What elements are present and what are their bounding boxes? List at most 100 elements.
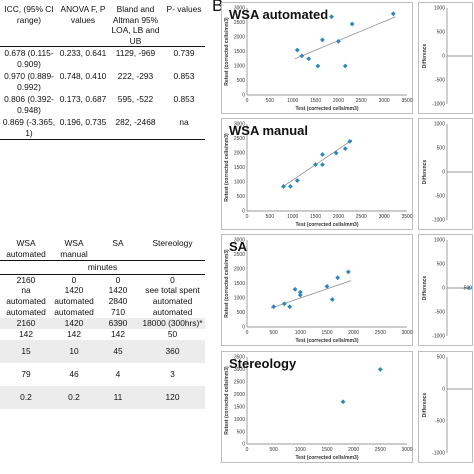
data-point <box>377 367 383 372</box>
diff-tick-label: 0 <box>442 286 445 292</box>
diff-tick-label: 1000 <box>434 6 445 12</box>
x-tick-label: 500 <box>269 330 278 336</box>
scatter-plot-svg: 0 500 1000 1500 2000 2500 3000 0 500 1000 1500 2000… <box>221 118 413 230</box>
header-sa: SA <box>96 238 140 261</box>
table-row: 0.869 (-3.365, 1) 0.196, 0.735 282, -246… <box>0 116 205 140</box>
diff-tick-label: 1000 <box>434 122 445 128</box>
data-point <box>306 56 312 62</box>
x-tick-label: 1500 <box>310 98 321 104</box>
y-tick-label: 1500 <box>234 165 245 171</box>
diff-axis-label: Difference <box>422 44 428 69</box>
chart-title: SA <box>229 239 248 254</box>
y-tick-label: 2000 <box>234 35 245 41</box>
x-tick-label: 1000 <box>287 214 298 220</box>
table-cell: 142 <box>111 329 125 339</box>
x-tick-label: 1000 <box>295 330 306 336</box>
diff-tick-label: -1000 <box>432 334 445 340</box>
x-tick-label: 2000 <box>333 98 344 104</box>
diff-tick-label: -1000 <box>432 218 445 224</box>
y-tick-label: 1000 <box>234 64 245 70</box>
table-cell: 0.970 (0.889-0.992) <box>4 71 54 92</box>
x-axis-label: Test (corrected cells/mm3) <box>296 338 359 344</box>
table-cell: 1420 <box>52 318 96 329</box>
data-point <box>333 150 339 156</box>
table-cell: 46 <box>69 369 79 380</box>
difference-chart-2: 1000 500 0 -500 -1000 Difference <box>418 118 473 230</box>
data-point <box>320 152 325 157</box>
data-point <box>349 21 355 27</box>
x-tick-label: 3500 <box>401 214 412 220</box>
table-cell: automated <box>54 307 94 317</box>
chart-title: Stereology <box>229 356 297 371</box>
data-point <box>315 63 321 69</box>
y-tick-label: 2500 <box>234 20 245 26</box>
x-tick-label: 3000 <box>401 447 412 453</box>
diff-tick-label: 500 <box>437 30 446 36</box>
y-tick-label: 1000 <box>234 296 245 302</box>
data-point <box>390 11 396 17</box>
table-cell: 1129, -969 <box>115 48 156 58</box>
x-tick-label: 500 <box>266 214 275 220</box>
table-cell: 0 <box>115 274 121 285</box>
y-tick-label: 3000 <box>234 238 245 244</box>
data-point <box>294 178 300 183</box>
data-point <box>347 139 353 144</box>
diff-axis-label: Difference <box>422 276 428 301</box>
data-point <box>335 275 341 281</box>
table-cell: 0.739 <box>173 48 195 58</box>
table-row: 2160 1420 6390 18000 (300hrs)* <box>0 318 205 329</box>
table-cell: 10 <box>52 340 96 363</box>
x-tick-label: 2000 <box>333 214 344 220</box>
diff-tick-label: 0 <box>442 387 445 393</box>
diff-tick-label: 0 <box>442 54 445 60</box>
table-row: 0.678 (0.115-0.909) 0.233, 0.641 1129, -… <box>0 47 205 71</box>
table-cell: 0 <box>170 274 175 285</box>
x-tick-label: 2500 <box>375 447 386 453</box>
table-cell: 0.196, 0.735 <box>58 116 108 140</box>
diff-axis-label: Difference <box>422 160 428 185</box>
scatter-plot-svg: 0 500 1000 1500 2000 2500 3000 3500 0 500 1000 1500… <box>221 351 413 463</box>
header-stereology: Stereology <box>140 238 205 261</box>
table-cell: 0.853 <box>173 71 195 81</box>
data-point <box>271 304 277 310</box>
x-tick-label: 2500 <box>356 214 367 220</box>
scatter-chart-2: 0 500 1000 1500 2000 2500 3000 0 500 1000 1500 2000… <box>221 118 413 230</box>
data-point <box>294 47 300 53</box>
data-point <box>345 269 351 275</box>
data-point <box>324 284 330 289</box>
difference-chart-1: 1000 500 0 -500 -1000 Difference <box>418 2 473 114</box>
data-point <box>281 183 286 189</box>
trend-line <box>294 16 396 60</box>
y-tick-label: 500 <box>237 78 246 84</box>
data-point <box>342 146 348 152</box>
table-cell: 710 <box>111 307 125 317</box>
table-cell: 2160 <box>16 274 36 285</box>
y-axis-label: Retest (corrected cells/mm3) <box>224 366 230 435</box>
table-row: 0.806 (0.392-0.948) 0.173, 0.687 595, -5… <box>0 93 205 116</box>
table-row: automated automated 710 automated <box>0 307 205 318</box>
table-cell: 45 <box>96 340 140 363</box>
y-tick-label: 2500 <box>234 252 245 258</box>
y-tick-label: 3000 <box>234 6 245 12</box>
table-row: 2160 0 0 0 <box>0 274 205 285</box>
data-point <box>329 297 335 302</box>
y-tick-label: 2000 <box>234 392 245 398</box>
table-row: 142 142 142 50 <box>0 329 205 340</box>
table-cell: automated <box>6 296 46 306</box>
y-axis-label: Retest (corrected cells/mm3) <box>224 249 230 318</box>
y-tick-label: 1500 <box>234 49 245 55</box>
x-tick-label: 3000 <box>379 98 390 104</box>
table-row: 0.2 0.2 11 120 <box>0 386 205 409</box>
diff-tick-label: -1000 <box>432 451 445 457</box>
table-cell: 15 <box>0 340 52 363</box>
table-cell: 0.748, 0.410 <box>59 71 107 81</box>
table-cell: 222, -293 <box>117 71 154 81</box>
table-row: 15 10 45 360 <box>0 340 205 363</box>
scatter-plot-svg: 0 500 1000 1500 2000 2500 3000 0 500 1000 1500 2000… <box>221 2 413 114</box>
y-axis-label: Retest (corrected cells/mm3) <box>224 17 230 86</box>
header-wsa-manual: WSA manual <box>52 238 96 261</box>
header-icc: ICC, (95% CI range) <box>0 4 58 47</box>
table-cell: 282, -2468 <box>108 116 163 140</box>
x-axis-label: Test (corrected cells/mm3) <box>296 455 359 461</box>
y-tick-label: 0 <box>242 93 245 99</box>
